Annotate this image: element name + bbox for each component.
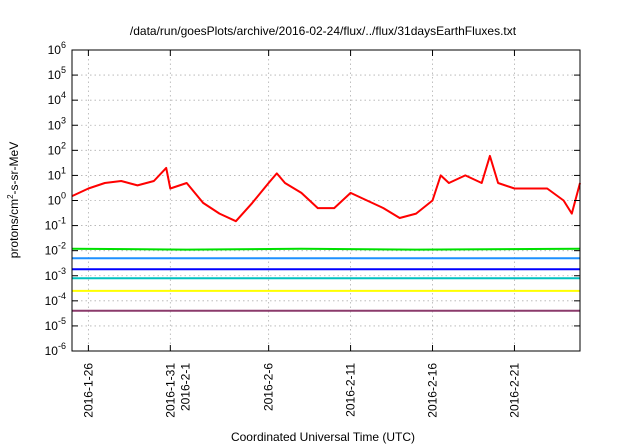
x-axis-label: Coordinated Universal Time (UTC) [231, 430, 415, 444]
x-tick-label: 2016-2-21 [507, 363, 521, 418]
x-axis: 2016-1-26 2016-1-31 2016-2-1 2016-2-6 2016-2… [81, 50, 521, 418]
plot-frame [71, 49, 581, 352]
y-tick-label: 10-3 [45, 266, 66, 283]
y-tick-label: 10-2 [45, 241, 66, 258]
series-group [71, 154, 581, 312]
y-tick-label: 106 [48, 40, 66, 57]
y-tick-label-exponent: 5 [61, 65, 66, 75]
y-axis-label-base: protons/cm [7, 199, 21, 258]
y-tick-label-exponent: -4 [58, 291, 66, 301]
x-tick-label: 2016-1-26 [81, 363, 95, 418]
y-tick-label-base: 10 [45, 319, 59, 333]
y-tick-label-base: 10 [48, 118, 62, 132]
chart-title: /data/run/goesPlots/archive/2016-02-24/f… [130, 24, 517, 38]
y-tick-label: 102 [48, 140, 66, 157]
y-tick-label: 10-5 [45, 316, 66, 333]
y-tick-label: 104 [48, 90, 66, 107]
y-tick-label-base: 10 [48, 194, 62, 208]
y-tick-label-base: 10 [45, 344, 59, 358]
y-tick-label: 10-4 [45, 291, 66, 308]
y-tick-label-base: 10 [48, 168, 62, 182]
x-tick-label: 2016-2-16 [426, 363, 440, 418]
y-tick-label-base: 10 [45, 219, 59, 233]
y-tick-label: 103 [48, 115, 66, 132]
y-tick-label-exponent: 6 [61, 40, 66, 50]
series-line-1 [71, 154, 581, 223]
y-axis-label-rest: -s-sr-MeV [7, 142, 21, 195]
y-tick-label-base: 10 [45, 269, 59, 283]
y-axis-label-superscript: 2 [6, 194, 15, 199]
series-line-2 [71, 247, 581, 251]
y-tick-label: 10-6 [45, 341, 66, 358]
y-axis: 10-610-510-410-310-210-11001011021031041… [45, 40, 580, 358]
y-tick-label-exponent: 4 [61, 90, 66, 100]
y-tick-label-base: 10 [45, 244, 59, 258]
y-tick-label-exponent: -1 [58, 216, 66, 226]
x-tick-label: 2016-2-6 [262, 363, 276, 411]
y-tick-label: 100 [48, 191, 66, 208]
y-tick-label-exponent: -2 [58, 241, 66, 251]
x-tick-label: 2016-1-31 [163, 363, 177, 418]
y-tick-label-exponent: 1 [61, 165, 66, 175]
y-tick-label-exponent: -5 [58, 316, 66, 326]
y-tick-label-base: 10 [48, 143, 62, 157]
y-axis-label: protons/cm2-s-sr-MeV [6, 142, 21, 258]
y-tick-label-exponent: -3 [58, 266, 66, 276]
y-tick-label-base: 10 [48, 43, 62, 57]
y-tick-label-base: 10 [48, 93, 62, 107]
grid [72, 50, 580, 351]
x-tick-label: 2016-2-11 [344, 363, 358, 417]
y-tick-label-exponent: 0 [61, 191, 66, 201]
y-tick-label: 105 [48, 65, 66, 82]
y-tick-label-exponent: 3 [61, 115, 66, 125]
y-tick-label-exponent: 2 [61, 140, 66, 150]
y-tick-label-base: 10 [45, 294, 59, 308]
y-tick-label: 101 [48, 165, 66, 182]
x-tick-label: 2016-2-1 [178, 363, 192, 411]
y-tick-label-exponent: -6 [58, 341, 66, 351]
y-tick-label: 10-1 [45, 216, 66, 233]
y-tick-label-base: 10 [48, 68, 62, 82]
